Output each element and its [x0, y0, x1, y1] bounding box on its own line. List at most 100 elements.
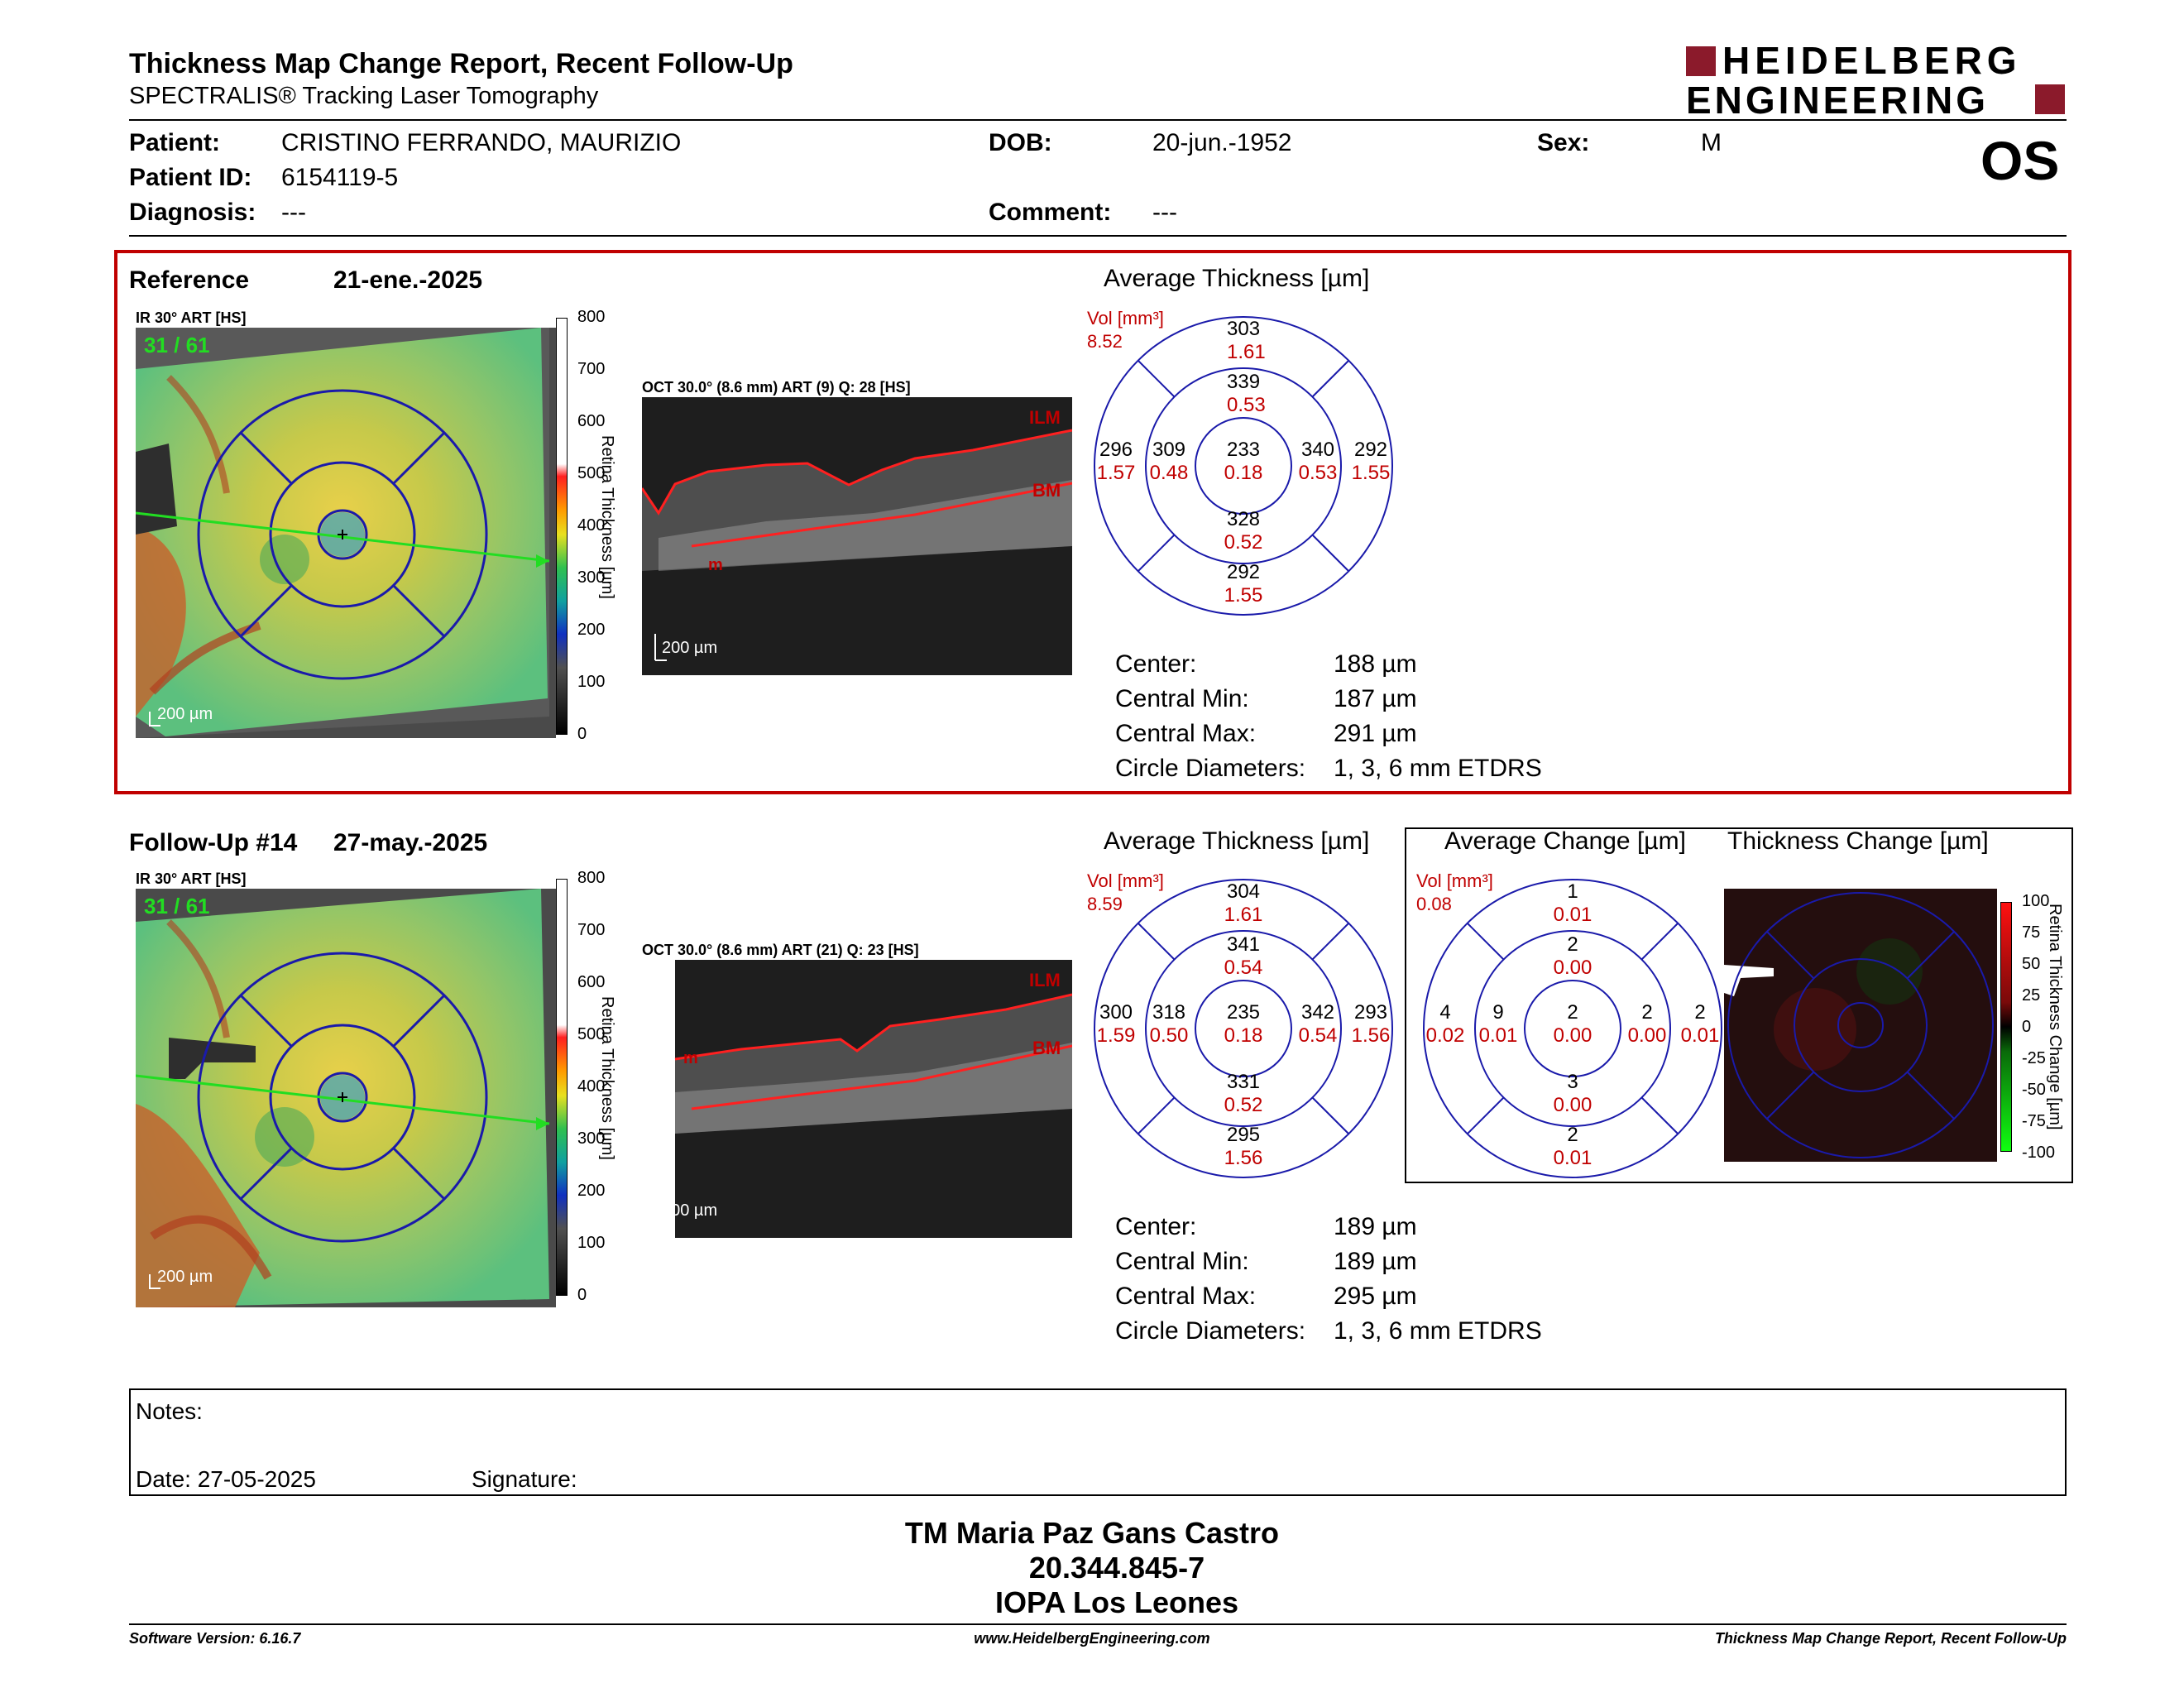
oct-bscan-followup	[642, 960, 1072, 1238]
diagnosis-value: ---	[281, 199, 306, 226]
cb-tick-400: 400	[577, 516, 606, 535]
change-panel	[1405, 827, 2073, 1183]
vol-value-fu: 8.59	[1087, 894, 1123, 914]
etdrs-fu-inner-bottom: 331 0.52	[1224, 1071, 1263, 1116]
ir-scale-bar-h-fu	[149, 1288, 160, 1289]
cb-fu-title: Retina Thickness [µm]	[598, 996, 616, 1160]
cb-tick-100: 100	[577, 673, 606, 691]
brand-line2: ENGINEERING	[1686, 79, 1990, 122]
cb-fu-tick-700: 700	[577, 921, 606, 939]
patient-id-label: Patient ID:	[129, 164, 252, 191]
fu-stat-center-value: 189 µm	[1334, 1213, 1417, 1240]
etdrs-outer-top: 303 1.61	[1227, 318, 1266, 363]
thickness-change-map	[1724, 889, 1997, 1162]
ch-tick-75: 75	[2022, 923, 2041, 942]
brand-line1: HEIDELBERG	[1722, 39, 2022, 82]
ch-tick-100: 100	[2022, 892, 2050, 910]
thickness-change-title: Thickness Change [µm]	[1727, 827, 1989, 855]
avg-thickness-title: Average Thickness [µm]	[1104, 265, 1370, 292]
m-label-fu: m	[683, 1049, 698, 1067]
fu-stat-min-value: 189 µm	[1334, 1248, 1417, 1275]
avg-thickness-title-fu: Average Thickness [µm]	[1104, 827, 1370, 855]
signature-label: Signature:	[472, 1466, 577, 1492]
sex-label: Sex:	[1537, 129, 1590, 156]
etdrs-inner-top: 339 0.53	[1227, 371, 1266, 416]
fu-stat-max-label: Central Max:	[1115, 1283, 1257, 1310]
ir-image-label-fu: IR 30° ART [HS]	[136, 870, 247, 887]
software-version: Software Version: 6.16.7	[129, 1630, 301, 1647]
ilm-label-fu: ILM	[1029, 970, 1061, 990]
bm-label: BM	[1032, 480, 1061, 501]
etdrs-fu-outer-right: 293 1.56	[1351, 1001, 1391, 1047]
eye-label: OS	[1980, 130, 2060, 191]
vol-value: 8.52	[1087, 331, 1123, 352]
fu-stat-max-value: 295 µm	[1334, 1283, 1417, 1310]
ch-tick-m100: -100	[2022, 1144, 2056, 1162]
etdrs-center: 233 0.18	[1224, 439, 1263, 484]
vol-label-fu: Vol [mm³]	[1087, 870, 1164, 891]
report-title: Thickness Map Change Report, Recent Foll…	[129, 48, 793, 79]
cb-tick-800: 800	[577, 308, 606, 326]
etdrs-outer-bottom: 292 1.55	[1224, 561, 1263, 607]
change-vol-label: Vol [mm³]	[1416, 870, 1493, 891]
notes-box[interactable]	[129, 1388, 2067, 1496]
fu-stat-min-label: Central Min:	[1115, 1248, 1249, 1275]
etdrs-outer-right: 292 1.55	[1351, 439, 1391, 484]
etdrs-ch-outer-right: 2 0.01	[1680, 1001, 1720, 1047]
etdrs-ch-inner-top: 2 0.00	[1553, 933, 1592, 979]
stat-diam-value: 1, 3, 6 mm ETDRS	[1334, 755, 1542, 782]
signer-name: TM Maria Paz Gans Castro	[904, 1516, 1280, 1550]
etdrs-inner-right: 340 0.53	[1298, 439, 1338, 484]
oct-bscan-reference	[642, 397, 1072, 675]
footer-url[interactable]: www.HeidelbergEngineering.com	[974, 1630, 1210, 1647]
etdrs-fu-inner-right: 342 0.54	[1298, 1001, 1338, 1047]
stat-center-label: Center:	[1115, 650, 1197, 678]
cb-tick-600: 600	[577, 412, 606, 430]
etdrs-values-reference: 303 1.61 339 0.53 296 1.57 309 0.48 233 0.18 …	[1092, 314, 1395, 617]
notes-label: Notes:	[136, 1398, 203, 1424]
ir-thickness-map-followup	[136, 889, 556, 1307]
stat-min-label: Central Min:	[1115, 685, 1249, 712]
ir-scale-bar-h	[149, 725, 160, 727]
stat-min-value: 187 µm	[1334, 685, 1417, 712]
stat-max-value: 291 µm	[1334, 720, 1417, 747]
etdrs-ch-inner-left: 9 0.01	[1478, 1001, 1518, 1047]
etdrs-ch-center: 2 0.00	[1553, 1001, 1592, 1047]
etdrs-fu-center: 235 0.18	[1224, 1001, 1263, 1047]
ch-tick-0: 0	[2022, 1018, 2032, 1036]
cb-tick-200: 200	[577, 621, 606, 639]
oct-scale-label: 200 µm	[662, 639, 718, 657]
ch-tick-50: 50	[2022, 955, 2041, 973]
signer-org: IOPA Los Leones	[994, 1585, 1239, 1619]
etdrs-fu-outer-top: 304 1.61	[1224, 880, 1263, 926]
thickness-colorbar-fu	[556, 879, 568, 1296]
reference-panel	[114, 250, 2071, 794]
frame-counter-fu: 31 / 61	[144, 894, 210, 918]
etdrs-inner-left: 309 0.48	[1149, 439, 1189, 484]
fu-stat-diam-value: 1, 3, 6 mm ETDRS	[1334, 1317, 1542, 1345]
etdrs-values-change: 1 0.01 2 0.00 4 0.02 9 0.01 2 0.00 2 0.00 2 0.0…	[1421, 877, 1724, 1180]
ir-scale-label: 200 µm	[157, 705, 213, 723]
ir-image-label: IR 30° ART [HS]	[136, 309, 247, 326]
change-colorbar-title: Retina Thickness Change [µm]	[2046, 904, 2064, 1130]
brand-logo: HEIDELBERG ENGINEERING	[1686, 40, 2067, 122]
cb-title: Retina Thickness [µm]	[598, 435, 616, 599]
etdrs-grid-change	[1423, 879, 1722, 1178]
stat-center-value: 188 µm	[1334, 650, 1417, 678]
etdrs-inner-bottom: 328 0.52	[1224, 508, 1263, 554]
etdrs-fu-inner-top: 341 0.54	[1224, 933, 1263, 979]
vol-label: Vol [mm³]	[1087, 308, 1164, 328]
footer-report-name: Thickness Map Change Report, Recent Foll…	[1714, 1630, 2067, 1647]
notes-date: Date: 27-05-2025	[136, 1466, 316, 1492]
followup-label: Follow-Up #14	[129, 829, 298, 856]
comment-label: Comment:	[989, 199, 1112, 226]
stat-diam-label: Circle Diameters:	[1115, 755, 1306, 782]
cb-fu-tick-400: 400	[577, 1077, 606, 1096]
change-vol-value: 0.08	[1416, 894, 1452, 914]
diagnosis-label: Diagnosis:	[129, 199, 256, 226]
oct-scale-label-fu: 200 µm	[662, 1201, 718, 1220]
etdrs-grid-reference	[1094, 316, 1393, 616]
patient-id: 6154119-5	[281, 164, 399, 191]
thickness-colorbar	[556, 318, 568, 735]
cb-fu-tick-500: 500	[577, 1025, 606, 1043]
